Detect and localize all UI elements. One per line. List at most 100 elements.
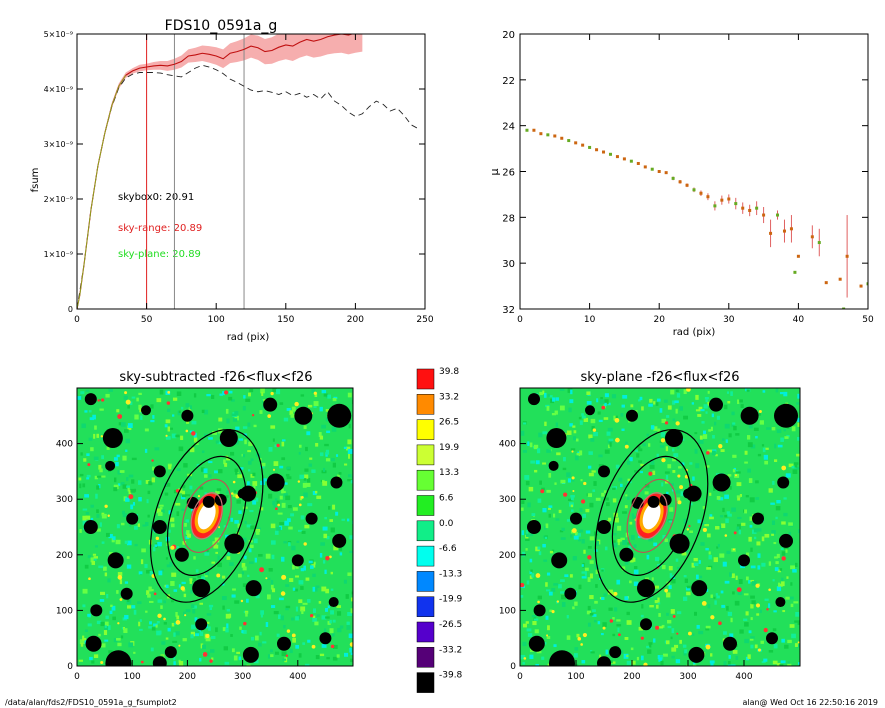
noise-speck bbox=[350, 652, 353, 656]
noise-speck bbox=[347, 479, 352, 482]
noise-speck bbox=[262, 641, 267, 644]
bright-speck bbox=[272, 468, 276, 471]
noise-speck bbox=[305, 446, 308, 452]
noise-speck bbox=[140, 559, 144, 565]
noise-speck bbox=[250, 636, 255, 641]
noise-speck bbox=[683, 575, 687, 578]
noise-speck bbox=[312, 618, 317, 622]
noise-speck bbox=[678, 466, 682, 469]
masked-source bbox=[105, 650, 132, 666]
noise-speck bbox=[349, 550, 353, 554]
noise-speck bbox=[82, 588, 88, 594]
noise-speck bbox=[583, 549, 586, 554]
noise-speck bbox=[282, 658, 287, 661]
noise-speck bbox=[746, 435, 751, 440]
noise-speck bbox=[685, 549, 689, 553]
noise-speck bbox=[159, 504, 164, 507]
noise-speck bbox=[788, 531, 792, 536]
noise-speck bbox=[737, 516, 742, 520]
noise-speck bbox=[684, 649, 688, 654]
noise-speck bbox=[781, 638, 785, 643]
noise-speck bbox=[566, 615, 569, 619]
noise-speck bbox=[131, 457, 137, 461]
noise-speck bbox=[756, 613, 760, 616]
noise-speck bbox=[705, 628, 710, 631]
masked-source bbox=[570, 512, 582, 525]
noise-speck bbox=[796, 644, 800, 648]
bright-speck bbox=[592, 428, 597, 432]
noise-speck bbox=[259, 410, 263, 414]
noise-speck bbox=[231, 594, 236, 598]
noise-speck bbox=[226, 418, 230, 424]
noise-speck bbox=[84, 564, 89, 569]
masked-source bbox=[219, 429, 238, 448]
noise-speck bbox=[249, 509, 254, 513]
noise-speck bbox=[665, 446, 669, 452]
bright-speck bbox=[277, 503, 281, 507]
noise-speck bbox=[156, 508, 162, 514]
masked-source bbox=[598, 465, 610, 478]
noise-speck bbox=[145, 610, 148, 613]
noise-speck bbox=[101, 513, 107, 519]
noise-speck bbox=[120, 635, 124, 639]
noise-speck bbox=[763, 454, 768, 460]
noise-speck bbox=[237, 474, 243, 479]
noise-speck bbox=[144, 563, 148, 569]
bright-speck bbox=[231, 492, 234, 495]
noise-speck bbox=[188, 474, 192, 480]
noise-speck bbox=[346, 625, 351, 630]
masked-source bbox=[533, 604, 546, 617]
noise-speck bbox=[750, 636, 755, 639]
noise-speck bbox=[92, 553, 97, 556]
fsum-error-band bbox=[77, 34, 363, 309]
noise-speck bbox=[256, 527, 261, 530]
mu-point bbox=[810, 235, 814, 239]
noise-speck bbox=[568, 502, 574, 507]
noise-speck bbox=[727, 513, 732, 517]
noise-speck bbox=[181, 581, 186, 584]
fsum-xtick-label: 100 bbox=[208, 315, 225, 325]
noise-speck bbox=[236, 499, 241, 504]
noise-speck bbox=[117, 642, 122, 647]
sky-plane-title: sky-plane -f26<flux<f26 bbox=[580, 370, 739, 385]
noise-speck bbox=[743, 618, 748, 621]
noise-speck bbox=[582, 513, 587, 518]
noise-speck bbox=[784, 644, 789, 649]
masked-source bbox=[107, 552, 124, 569]
noise-speck bbox=[658, 654, 664, 660]
noise-speck bbox=[623, 484, 626, 490]
noise-speck bbox=[138, 571, 143, 575]
noise-speck bbox=[661, 482, 664, 487]
noise-speck bbox=[613, 415, 618, 421]
noise-speck bbox=[133, 525, 138, 530]
p3-content bbox=[77, 388, 353, 666]
noise-speck bbox=[546, 636, 551, 640]
mu-point bbox=[567, 139, 571, 143]
noise-speck bbox=[644, 491, 649, 495]
noise-speck bbox=[253, 484, 256, 489]
bright-speck bbox=[724, 534, 728, 537]
noise-speck bbox=[82, 508, 88, 511]
noise-speck bbox=[216, 488, 222, 492]
noise-speck bbox=[797, 529, 800, 534]
masked-source bbox=[752, 512, 764, 525]
mu-xtick-label: 50 bbox=[862, 315, 874, 325]
noise-speck bbox=[669, 573, 673, 578]
noise-speck bbox=[606, 502, 610, 507]
noise-speck bbox=[716, 415, 721, 420]
bright-speck bbox=[640, 636, 644, 640]
noise-speck bbox=[168, 529, 171, 533]
noise-speck bbox=[775, 505, 781, 511]
noise-speck bbox=[657, 602, 661, 605]
noise-speck bbox=[123, 395, 128, 400]
noise-speck bbox=[255, 497, 259, 502]
noise-speck bbox=[117, 483, 121, 487]
noise-speck bbox=[601, 492, 605, 497]
noise-speck bbox=[128, 490, 132, 495]
noise-speck bbox=[650, 425, 655, 430]
noise-speck bbox=[325, 616, 330, 619]
noise-speck bbox=[274, 651, 279, 655]
noise-speck bbox=[658, 626, 664, 629]
noise-speck bbox=[283, 417, 289, 422]
noise-speck bbox=[255, 635, 259, 641]
